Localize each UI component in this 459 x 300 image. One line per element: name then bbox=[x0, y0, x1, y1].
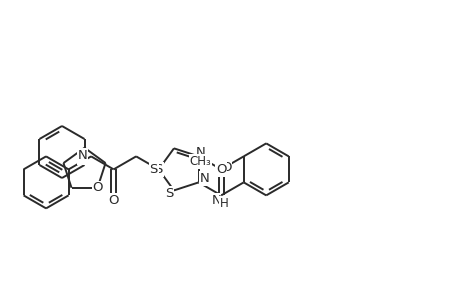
Text: O: O bbox=[220, 161, 231, 174]
Text: N: N bbox=[196, 146, 205, 159]
Text: H: H bbox=[78, 152, 88, 164]
Text: N: N bbox=[199, 172, 209, 185]
Text: N: N bbox=[78, 149, 88, 162]
Text: O: O bbox=[108, 194, 118, 207]
Text: CH₃: CH₃ bbox=[190, 155, 211, 168]
Text: N: N bbox=[211, 194, 221, 207]
Text: H: H bbox=[219, 197, 228, 210]
Text: S: S bbox=[154, 163, 162, 176]
Text: O: O bbox=[215, 163, 226, 176]
Text: S: S bbox=[164, 187, 173, 200]
Text: S: S bbox=[149, 163, 157, 176]
Text: O: O bbox=[92, 181, 102, 194]
